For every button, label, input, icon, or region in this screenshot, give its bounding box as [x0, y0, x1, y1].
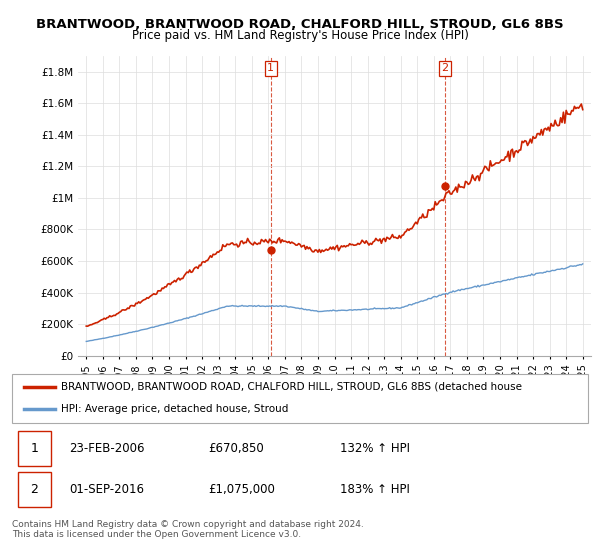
FancyBboxPatch shape: [18, 431, 51, 465]
Text: 132% ↑ HPI: 132% ↑ HPI: [340, 442, 410, 455]
Text: 2: 2: [31, 483, 38, 496]
Text: 1: 1: [31, 442, 38, 455]
Text: BRANTWOOD, BRANTWOOD ROAD, CHALFORD HILL, STROUD, GL6 8BS: BRANTWOOD, BRANTWOOD ROAD, CHALFORD HILL…: [36, 18, 564, 31]
Text: BRANTWOOD, BRANTWOOD ROAD, CHALFORD HILL, STROUD, GL6 8BS (detached house: BRANTWOOD, BRANTWOOD ROAD, CHALFORD HILL…: [61, 382, 522, 392]
Text: Price paid vs. HM Land Registry's House Price Index (HPI): Price paid vs. HM Land Registry's House …: [131, 29, 469, 42]
Text: Contains HM Land Registry data © Crown copyright and database right 2024.
This d: Contains HM Land Registry data © Crown c…: [12, 520, 364, 539]
Text: £670,850: £670,850: [208, 442, 263, 455]
FancyBboxPatch shape: [18, 473, 51, 507]
FancyBboxPatch shape: [12, 374, 588, 423]
Text: 23-FEB-2006: 23-FEB-2006: [70, 442, 145, 455]
Text: 2: 2: [442, 63, 448, 73]
Text: HPI: Average price, detached house, Stroud: HPI: Average price, detached house, Stro…: [61, 404, 289, 414]
Text: 1: 1: [267, 63, 274, 73]
Text: 183% ↑ HPI: 183% ↑ HPI: [340, 483, 410, 496]
Text: £1,075,000: £1,075,000: [208, 483, 275, 496]
Text: 01-SEP-2016: 01-SEP-2016: [70, 483, 145, 496]
